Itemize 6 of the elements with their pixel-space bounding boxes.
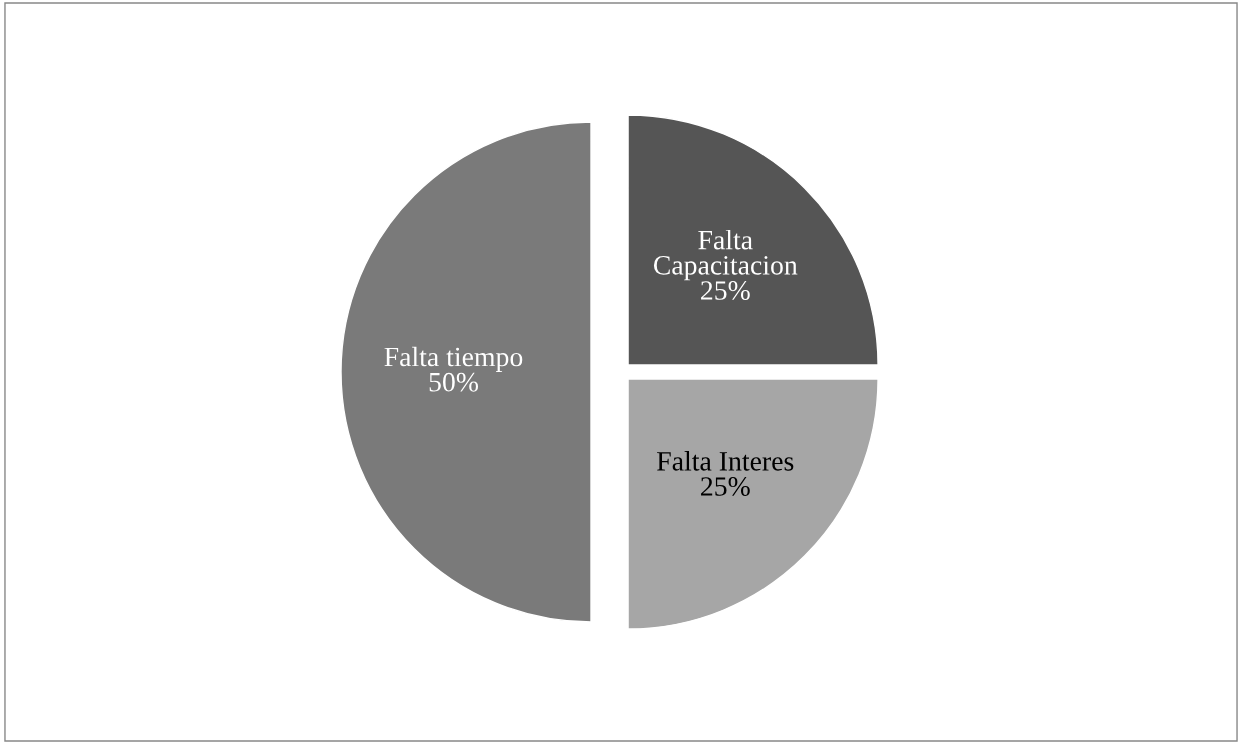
slice-label: Falta Capacitacion xyxy=(653,229,798,281)
data-label: 25% xyxy=(701,281,750,300)
data-label: 25% xyxy=(701,477,750,496)
slice-label: Falta Interes xyxy=(657,451,794,471)
data-label: 50% xyxy=(429,372,479,392)
slice-label: Falta tiempo xyxy=(384,346,523,372)
